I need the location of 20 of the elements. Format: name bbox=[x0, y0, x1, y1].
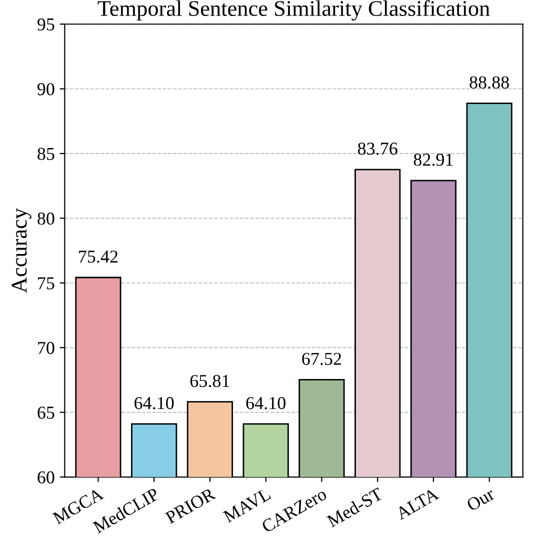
data-label: 88.88 bbox=[470, 76, 509, 89]
chart-title: Temporal Sentence Similarity Classification bbox=[98, 0, 490, 21]
data-label: 64.10 bbox=[246, 397, 286, 410]
y-tick-label: 80 bbox=[38, 212, 54, 225]
y-tick-label: 95 bbox=[37, 18, 54, 31]
y-tick-label: 65 bbox=[38, 406, 54, 419]
data-label: 75.42 bbox=[79, 250, 118, 263]
y-tick-label: 90 bbox=[37, 83, 54, 96]
data-label: 65.81 bbox=[190, 374, 230, 388]
data-label: 67.52 bbox=[302, 352, 342, 366]
y-axis-title: Accuracy bbox=[12, 208, 32, 293]
data-label: 83.76 bbox=[358, 142, 398, 155]
y-tick-label: 70 bbox=[38, 342, 54, 354]
x-tick-label: ALTA bbox=[394, 487, 440, 520]
x-tick-label: Our bbox=[466, 487, 496, 512]
data-label: 82.91 bbox=[414, 154, 453, 166]
y-tick-label: 85 bbox=[38, 148, 54, 160]
data-label: 64.10 bbox=[134, 397, 174, 410]
y-tick-label: 75 bbox=[38, 277, 54, 290]
y-tick-label: 60 bbox=[38, 471, 54, 484]
